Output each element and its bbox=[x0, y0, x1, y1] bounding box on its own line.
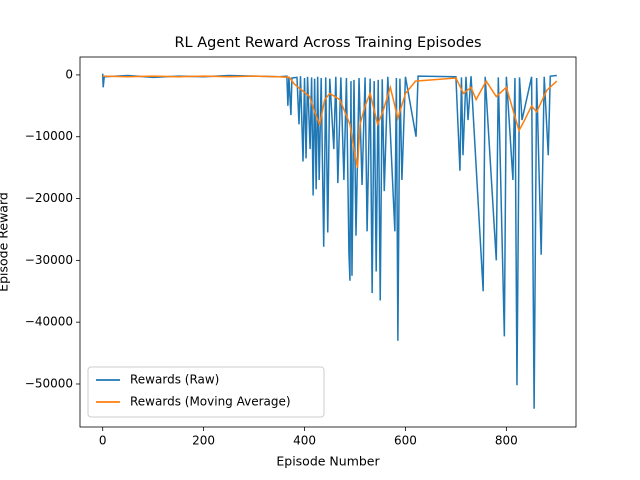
y-tick-label: −10000 bbox=[25, 129, 73, 143]
x-tick-label: 800 bbox=[495, 434, 518, 448]
x-tick-label: 400 bbox=[293, 434, 316, 448]
legend-box bbox=[87, 366, 325, 418]
y-tick-label: −20000 bbox=[25, 191, 73, 205]
x-axis-label: Episode Number bbox=[276, 454, 380, 469]
legend-label: Rewards (Raw) bbox=[130, 373, 219, 387]
x-tick-label: 600 bbox=[394, 434, 417, 448]
y-tick-label: −30000 bbox=[25, 253, 73, 267]
x-tick-label: 0 bbox=[99, 434, 107, 448]
plot-area bbox=[101, 73, 558, 409]
axes-frame bbox=[79, 56, 577, 428]
x-tick-label: 200 bbox=[192, 434, 215, 448]
chart-title: RL Agent Reward Across Training Episodes bbox=[174, 35, 481, 51]
y-axis-label: Episode Reward bbox=[0, 192, 11, 292]
y-tick-label: −40000 bbox=[25, 315, 73, 329]
y-tick-label: 0 bbox=[65, 67, 73, 81]
line-series bbox=[101, 73, 557, 409]
legend-label: Rewards (Moving Average) bbox=[130, 395, 291, 409]
y-tick-label: −50000 bbox=[25, 376, 73, 390]
line-series bbox=[102, 75, 558, 168]
